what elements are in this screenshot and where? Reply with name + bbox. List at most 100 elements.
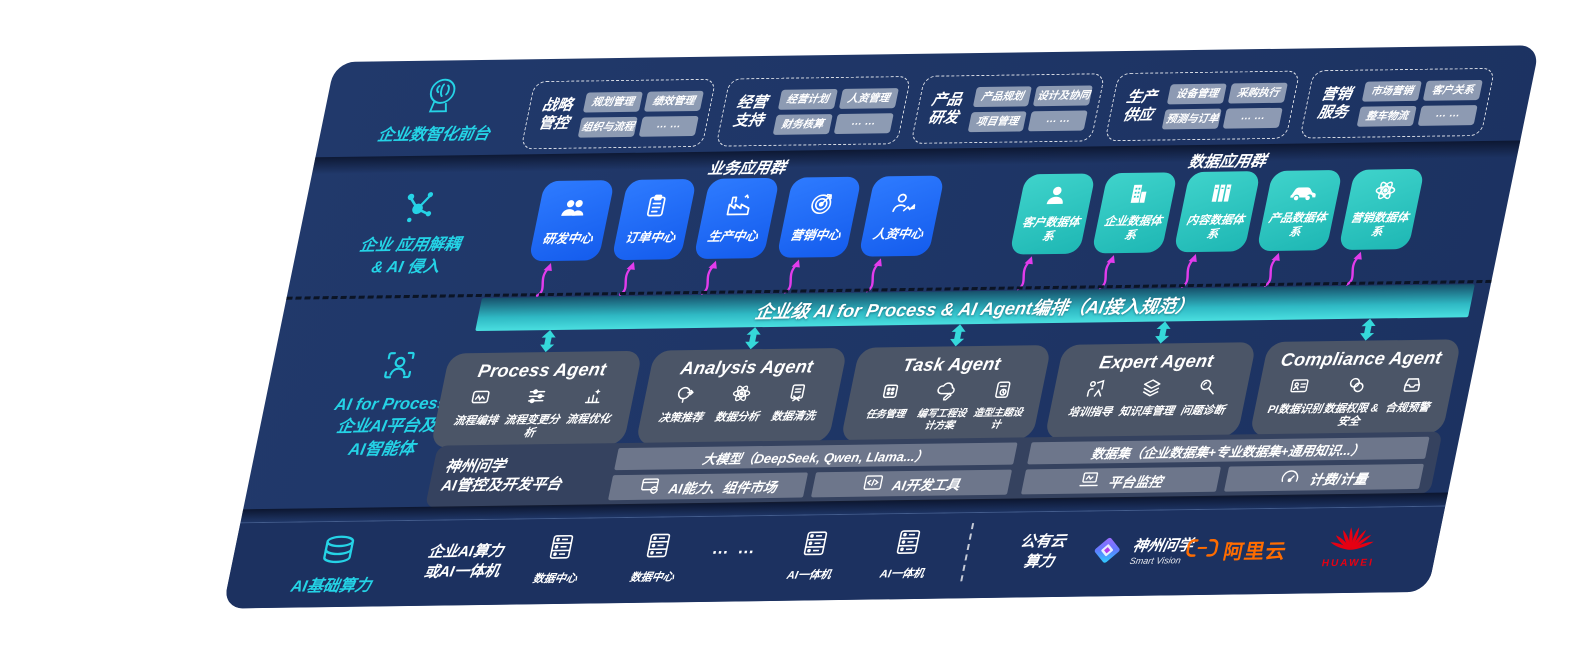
chip: 设备管理 [1167,83,1228,104]
infra-node-datacenter-1: 数据中心 [521,532,596,586]
front-group-operation: 经营 支持 经营计划 人资管理 财务核算 … … [715,75,912,147]
cell-ai-market: AI能力、组件市场 [607,472,809,501]
enterprise-compute-label: 企业AI算力 或AI一体机 [422,542,506,582]
database-icon [315,535,356,575]
target-icon [806,191,837,219]
double-arrow-icon [1154,321,1171,344]
task-grid-icon [876,381,903,406]
agent-card-compliance: Compliance Agent PI数据识别 数据权限 & 安全 合规预警 [1249,339,1462,437]
alert-tray-icon [1398,374,1425,399]
tile-production-center: 生产中心 [693,177,780,260]
dev-tools-icon [860,472,886,495]
data-tiles: 客户数据体系 企业数据体系 内容数据体系 产品数据体系 [1009,168,1425,291]
business-tiles: 研发中心 订单中心 生产中心 营销中心 [528,175,945,298]
cloud-pen-icon [932,380,959,405]
tile-marketing-center: 营销中心 [776,176,863,258]
chip: … … [1028,109,1089,131]
chip: 人资管理 [838,87,899,109]
infrastructure-bar: AI基础算力 企业AI算力 或AI一体机 数据中心 数据中心 … … AI一体机 … [222,505,1446,609]
vendor-aliyun: 阿里云 [1183,535,1293,566]
front-groups: 战略 管控 规划管理 绩效管理 组织与流程 … … 经营 支持 经营计划 人资管理 … [520,67,1496,150]
agents-row: Process Agent 流程编排 流程变更分析 流程优化 Analysis … [430,317,1466,448]
aliyun-bracket-logo-icon [1183,537,1221,565]
server-icon [891,530,922,560]
layers-icon [1137,377,1164,402]
magenta-arrow-icon [1263,252,1280,288]
double-arrow-icon [540,330,557,353]
models-group: 大模型（DeepSeek, Qwen, Llama...） AI能力、组件市场 … [607,442,1018,501]
magenta-arrow-icon [700,260,717,295]
brain-circuit-icon [416,78,461,121]
sliders-icon [523,386,550,411]
chip: 设计及协同 [1033,84,1094,106]
atom-icon [728,383,755,408]
training-icon [1081,378,1108,403]
factory-icon [723,193,755,220]
permission-rings-icon [1342,375,1369,400]
content-books-icon [1205,181,1235,210]
shenzhou-diamond-logo-icon [1086,533,1128,573]
tile-enterprise-data: 企业数据体系 [1091,172,1179,254]
decouple-rail: 企业 应用解耦 & AI 侵入 [312,186,513,280]
datasets-header: 数据集（企业数据集+专业数据集+通用知识...） [1026,436,1430,465]
order-clipboard-icon [642,193,672,221]
chip: … … [1417,104,1478,126]
double-arrow-icon [950,324,966,347]
cell-billing: 计费/计量 [1223,463,1425,492]
workflow-icon [467,387,494,412]
tile-customer-data: 客户数据体系 [1009,173,1097,255]
cell-dev-tools: AI开发工具 [811,469,1012,498]
meter-icon [1278,467,1304,490]
magenta-arrow-icon [1016,256,1033,291]
monitor-icon [1076,469,1102,492]
optimize-icon [579,385,606,410]
chip: 绩效管理 [643,90,704,112]
chip: 客户关系 [1422,79,1483,101]
decouple-rail-label: 企业 应用解耦 & AI 侵入 [358,236,462,277]
architecture-panel: 企业数智化前台 战略 管控 规划管理 绩效管理 组织与流程 … … 经营 支持 经营… [222,45,1540,609]
chip: 采购执行 [1228,82,1289,104]
public-cloud-label: 公有云 算力 [1018,532,1068,571]
vendor-huawei: HUAWEI [1307,519,1397,569]
decision-head-icon [671,384,698,409]
models-header: 大模型（DeepSeek, Qwen, Llama...） [614,442,1018,471]
id-card-icon [1286,375,1313,400]
agent-card-expert: Expert Agent 培训指导 知识库管理 问题诊断 [1044,342,1257,440]
double-arrow-icon [1359,318,1376,341]
marketing-atom-icon [1370,178,1400,207]
platform-brand: 神州问学 AI管控及开发平台 [439,457,564,495]
tile-product-data: 产品数据体系 [1255,169,1343,252]
tile-order-center: 订单中心 [610,178,698,261]
infra-node-appliance-1: AI一体机 [775,529,850,583]
front-group-marketing: 营销 服务 市场营销 客户关系 整车物流 … … [1299,67,1496,139]
front-group-strategy: 战略 管控 规划管理 绩效管理 组织与流程 … … [520,78,717,150]
magenta-arrow-icon [1098,255,1115,290]
component-market-icon [637,475,663,498]
design-board-icon [989,380,1016,405]
tile-content-data: 内容数据体系 [1173,171,1261,253]
cleanse-doc-icon [784,382,811,407]
platform-panel: 神州问学 AI管控及开发平台 大模型（DeepSeek, Qwen, Llama.… [424,431,1443,508]
chip: … … [833,112,894,134]
product-car-icon [1286,181,1320,208]
server-icon [544,534,575,565]
infra-node-appliance-2: AI一体机 [868,528,943,582]
agent-card-process: Process Agent 流程编排 流程变更分析 流程优化 [430,350,643,448]
vendor-shenzhou: 神州问学 Smart Vision [1086,532,1212,573]
front-rail-label: 企业数智化前台 [375,125,492,145]
magenta-arrow-icon [618,261,635,297]
magenta-arrow-icon [866,258,883,293]
infra-divider [960,523,975,582]
front-group-supply: 生产 供应 设备管理 采购执行 预测与订单 … … [1104,70,1301,142]
person-scan-icon [374,351,417,390]
tile-hr-center: 人资中心 [858,175,945,257]
double-arrow-icon [745,327,761,350]
front-rail: 企业数智化前台 [345,73,532,147]
hr-growth-icon [888,190,920,217]
datasets-group: 数据集（企业数据集+专业数据集+通用知识...） 平台监控 计费/计量 [1020,436,1430,495]
tile-rd-center: 研发中心 [528,180,615,262]
ai-process-rail: AI for Process 企业AI平台及 AI智能体 [287,344,496,462]
customer-icon [1041,183,1071,212]
server-icon [798,531,829,561]
